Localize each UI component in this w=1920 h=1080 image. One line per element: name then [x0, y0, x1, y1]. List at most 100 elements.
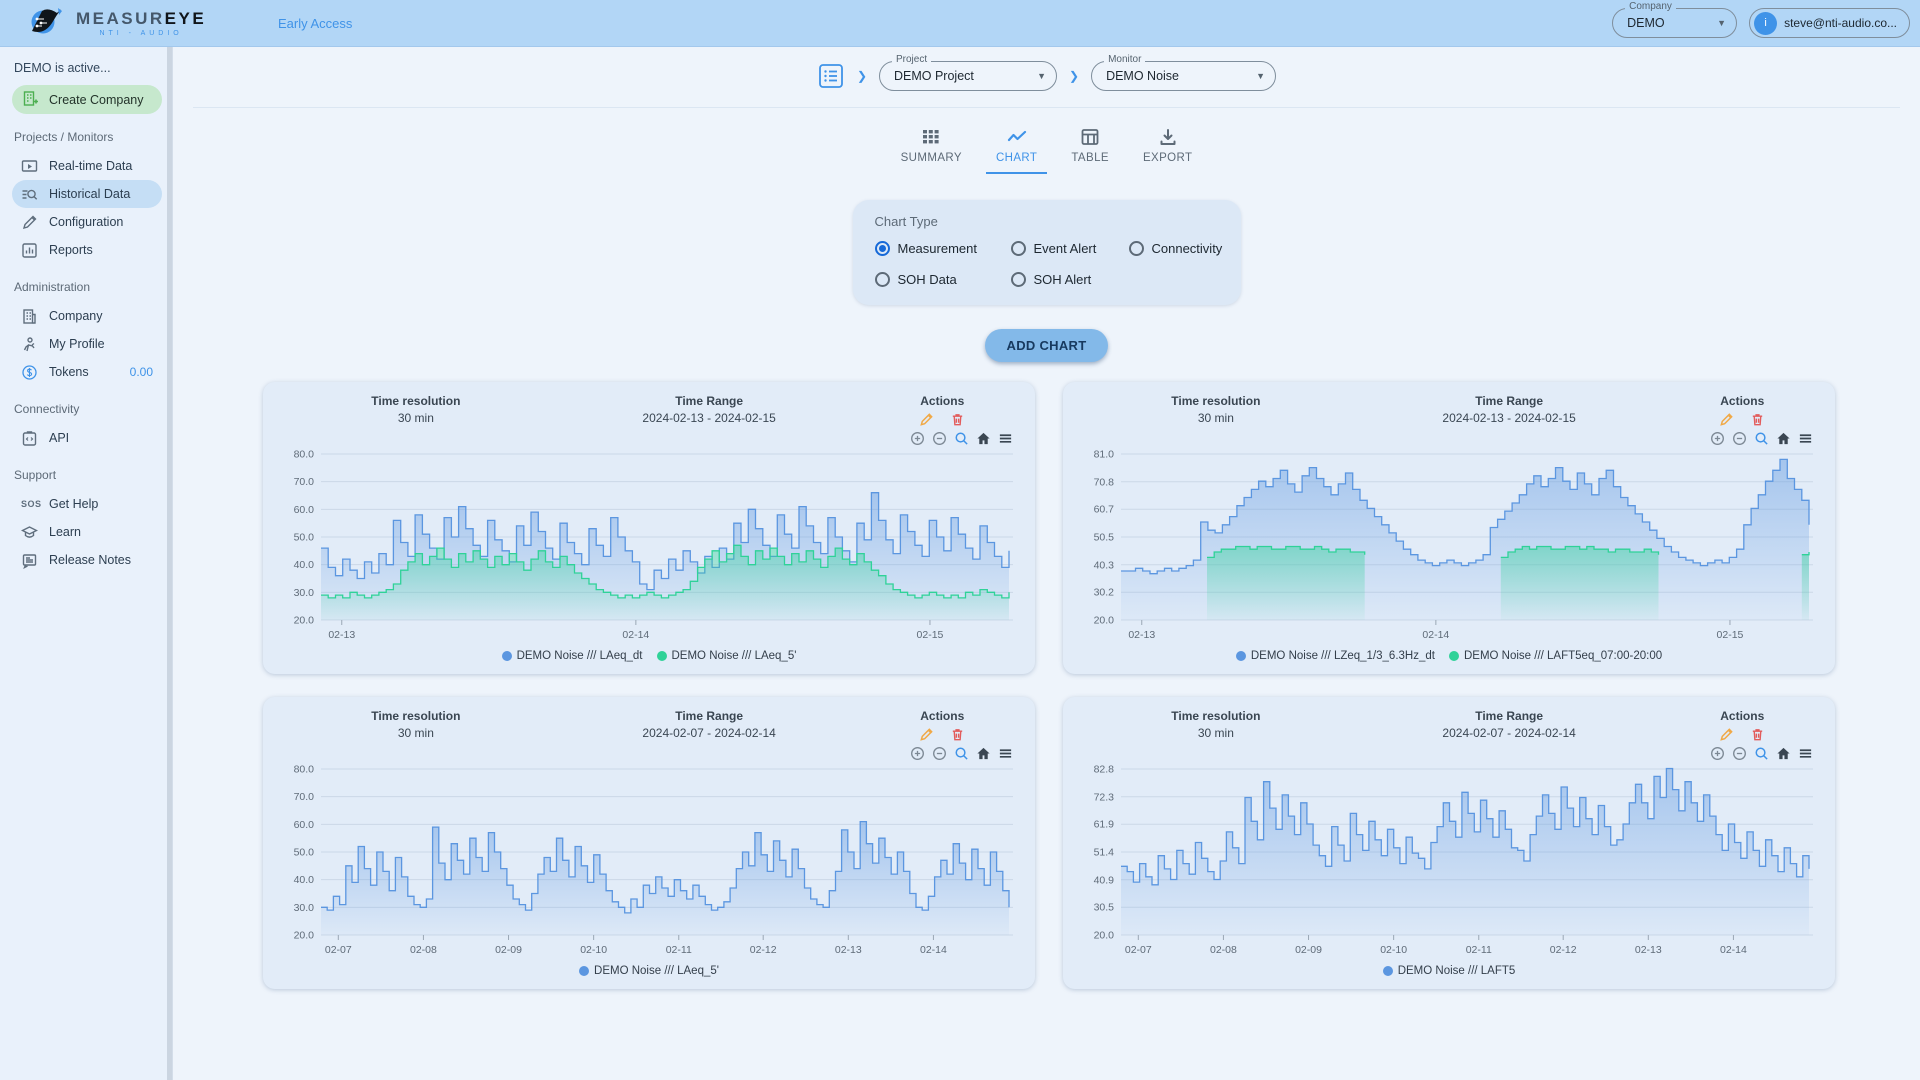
sidebar-item-reports[interactable]: Reports [12, 236, 162, 264]
zoom-out-icon[interactable] [932, 431, 947, 446]
radio-soh-data[interactable]: SOH Data [874, 272, 1011, 287]
delete-chart-icon[interactable] [1750, 412, 1765, 427]
notes-icon [21, 552, 38, 569]
sidebar-item-release-notes[interactable]: Release Notes [12, 546, 162, 574]
sidebar-scrollbar[interactable] [167, 47, 172, 1080]
sidebar-item-get-help[interactable]: SOS Get Help [12, 490, 162, 518]
actions-label: Actions [920, 709, 965, 723]
radio-selected-icon [874, 241, 890, 256]
radio-icon [1128, 241, 1144, 256]
measurement-chart-plot[interactable]: 80.0 70.0 60.0 50.0 40.0 30.0 20.0 02-07 02-08 02… [273, 763, 1025, 963]
delete-chart-icon[interactable] [950, 727, 965, 742]
project-list-icon[interactable] [817, 62, 845, 90]
chart-modebar [1073, 427, 1825, 448]
early-access-badge: Early Access [278, 15, 353, 31]
sidebar-item-learn[interactable]: Learn [12, 518, 162, 546]
api-code-icon [21, 430, 38, 447]
tab-summary[interactable]: SUMMARY [891, 122, 972, 174]
chart-card: Time resolution 30 min Time Range 2024-0… [1063, 382, 1835, 674]
company-select-label: Company [1625, 2, 1676, 12]
svg-text:80.0: 80.0 [294, 764, 315, 776]
measurement-chart-plot[interactable]: 82.8 72.3 61.9 51.4 40.9 30.5 20.0 02-07 02-08 02… [1073, 763, 1825, 963]
radio-event-alert[interactable]: Event Alert [1010, 241, 1129, 256]
delete-chart-icon[interactable] [950, 412, 965, 427]
menu-icon[interactable] [1798, 431, 1813, 446]
tab-chart[interactable]: CHART [985, 122, 1048, 174]
legend-item[interactable]: DEMO Noise /// LAeq_5' [579, 965, 719, 977]
building-icon [21, 308, 38, 325]
time-resolution-label: Time resolution [371, 394, 461, 408]
menu-icon[interactable] [998, 746, 1013, 761]
section-administration: Administration [14, 280, 91, 294]
legend-item[interactable]: DEMO Noise /// LAeq_5' [656, 650, 796, 662]
grid-icon [920, 126, 942, 148]
edit-chart-icon[interactable] [1719, 412, 1734, 427]
radio-measurement[interactable]: Measurement [874, 241, 1011, 256]
svg-text:40.0: 40.0 [294, 874, 315, 886]
delete-chart-icon[interactable] [1750, 727, 1765, 742]
zoom-box-icon[interactable] [954, 431, 969, 446]
svg-text:02-12: 02-12 [1550, 944, 1577, 956]
add-chart-button[interactable]: ADD CHART [984, 329, 1109, 362]
measurement-chart-plot[interactable]: 81.0 70.8 60.7 50.5 40.3 30.2 20.0 02-13 02-14 02… [1073, 448, 1825, 648]
radio-soh-alert[interactable]: SOH Alert [1010, 272, 1129, 287]
zoom-out-icon[interactable] [932, 746, 947, 761]
legend-item[interactable]: DEMO Noise /// LAeq_dt [501, 650, 643, 662]
reset-home-icon[interactable] [1776, 431, 1791, 446]
edit-chart-icon[interactable] [1719, 727, 1734, 742]
edit-chart-icon[interactable] [919, 727, 934, 742]
svg-text:82.8: 82.8 [1094, 764, 1115, 776]
sidebar-item-configuration[interactable]: Configuration [12, 208, 162, 236]
tab-export[interactable]: EXPORT [1133, 122, 1202, 174]
sidebar-item-tokens[interactable]: Tokens 0.00 [12, 358, 162, 386]
sidebar-item-historical-data[interactable]: Historical Data [12, 180, 162, 208]
sidebar-item-api[interactable]: API [12, 424, 162, 452]
reset-home-icon[interactable] [976, 431, 991, 446]
chart-legend: DEMO Noise /// LZeq_1/3_6.3Hz_dt DEMO No… [1073, 650, 1825, 662]
svg-text:70.0: 70.0 [294, 476, 315, 488]
chart-legend: DEMO Noise /// LAFT5 [1073, 965, 1825, 977]
svg-text:02-15: 02-15 [1717, 629, 1744, 641]
sidebar-item-company[interactable]: Company [12, 302, 162, 330]
zoom-box-icon[interactable] [954, 746, 969, 761]
chart-type-title: Chart Type [874, 214, 938, 229]
zoom-out-icon[interactable] [1732, 746, 1747, 761]
create-company-button[interactable]: Create Company [12, 85, 162, 114]
breadcrumb: ❯ Project DEMO Project ▼ ❯ Monitor DEMO … [193, 47, 1900, 108]
menu-icon[interactable] [998, 431, 1013, 446]
zoom-in-icon[interactable] [910, 431, 925, 446]
menu-icon[interactable] [1798, 746, 1813, 761]
legend-item[interactable]: DEMO Noise /// LAFT5eq_07:00-20:00 [1448, 650, 1662, 662]
zoom-box-icon[interactable] [1754, 746, 1769, 761]
tab-table[interactable]: TABLE [1061, 122, 1119, 174]
sidebar-item-my-profile[interactable]: My Profile [12, 330, 162, 358]
logo-subtitle: NTI - AUDIO [99, 29, 183, 37]
measurement-chart-plot[interactable]: 80.0 70.0 60.0 50.0 40.0 30.0 20.0 02-13 02-14 02… [273, 448, 1025, 648]
project-select[interactable]: Project DEMO Project ▼ [879, 55, 1057, 91]
monitor-select[interactable]: Monitor DEMO Noise ▼ [1091, 55, 1277, 91]
svg-text:02-09: 02-09 [1295, 944, 1322, 956]
svg-text:50.5: 50.5 [1094, 532, 1115, 544]
radio-connectivity[interactable]: Connectivity [1128, 241, 1222, 256]
reset-home-icon[interactable] [976, 746, 991, 761]
sidebar-item-realtime-data[interactable]: Real-time Data [12, 152, 162, 180]
zoom-box-icon[interactable] [1754, 431, 1769, 446]
sidebar-item-label: Real-time Data [49, 159, 133, 173]
reset-home-icon[interactable] [1776, 746, 1791, 761]
svg-text:60.0: 60.0 [294, 819, 315, 831]
zoom-in-icon[interactable] [910, 746, 925, 761]
tokens-balance: 0.00 [129, 365, 153, 379]
user-menu[interactable]: i steve@nti-audio.co... [1749, 8, 1910, 38]
legend-item[interactable]: DEMO Noise /// LAFT5 [1382, 965, 1515, 977]
zoom-out-icon[interactable] [1732, 431, 1747, 446]
actions-label: Actions [920, 394, 965, 408]
zoom-in-icon[interactable] [1710, 431, 1725, 446]
legend-item[interactable]: DEMO Noise /// LZeq_1/3_6.3Hz_dt [1235, 650, 1435, 662]
logo-title: MEASUREYE [76, 8, 207, 28]
edit-chart-icon[interactable] [919, 412, 934, 427]
svg-text:02-09: 02-09 [495, 944, 522, 956]
zoom-in-icon[interactable] [1710, 746, 1725, 761]
svg-text:20.0: 20.0 [1094, 615, 1115, 627]
company-select[interactable]: Company DEMO ▼ [1612, 2, 1738, 38]
company-select-value: DEMO [1627, 16, 1665, 30]
